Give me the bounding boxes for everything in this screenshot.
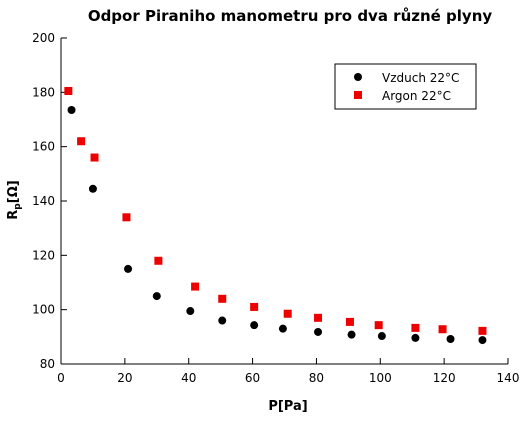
y-tick-label: 140	[32, 194, 55, 208]
vzduch-point	[152, 292, 161, 301]
y-tick-label: 160	[32, 140, 55, 154]
argon-point	[345, 317, 354, 326]
x-tick-label: 40	[181, 371, 196, 385]
vzduch-point	[250, 321, 259, 330]
argon-point	[411, 323, 420, 332]
legend-box	[334, 63, 477, 110]
argon-point	[64, 86, 73, 95]
vzduch-point	[278, 324, 287, 333]
y-axis-title: Rp[Ω]	[6, 180, 23, 219]
x-axis-title: P[Pa]	[268, 399, 307, 414]
vzduch-point	[347, 330, 356, 339]
vzduch-point	[478, 336, 487, 345]
argon-point	[283, 309, 292, 318]
x-tick-label: 120	[433, 371, 456, 385]
legend-marker-vzduch	[354, 73, 362, 81]
argon-point	[478, 326, 487, 335]
vzduch-point	[67, 105, 76, 114]
y-tick-label: 80	[40, 357, 55, 371]
y-axis-title-unit: [Ω]	[6, 180, 21, 203]
legend-label-argon: Argon 22°C	[382, 89, 451, 103]
y-tick-label: 100	[32, 303, 55, 317]
vzduch-point	[88, 184, 97, 193]
legend: Vzduch 22°C Argon 22°C	[334, 63, 477, 110]
vzduch-point	[186, 307, 195, 316]
x-tick-label: 80	[309, 371, 324, 385]
x-tick-label: 60	[245, 371, 260, 385]
argon-point	[374, 321, 383, 330]
argon-point	[154, 256, 163, 265]
x-tick-label: 20	[117, 371, 132, 385]
y-ticks: 80 100 120 140 160 180 200	[32, 31, 67, 371]
argon-point	[438, 325, 447, 334]
y-tick-label: 120	[32, 248, 55, 262]
vzduch-point	[314, 327, 323, 336]
y-axis-title-sub: p	[13, 203, 23, 210]
data-points	[64, 86, 487, 345]
vzduch-point	[446, 335, 455, 344]
y-tick-label: 180	[32, 85, 55, 99]
vzduch-point	[218, 316, 227, 325]
x-tick-label: 100	[369, 371, 392, 385]
vzduch-point	[411, 333, 420, 342]
argon-point	[90, 153, 99, 162]
y-tick-label: 200	[32, 31, 55, 45]
legend-label-vzduch: Vzduch 22°C	[382, 71, 459, 85]
argon-point	[122, 213, 131, 222]
legend-marker-argon	[354, 91, 362, 99]
argon-point	[314, 313, 323, 322]
argon-point	[191, 282, 200, 291]
vzduch-point	[377, 332, 386, 341]
x-ticks: 0 20 40 60 80 100 120 140	[57, 358, 519, 385]
y-axis-title-main: R	[6, 210, 21, 220]
argon-point	[77, 137, 86, 146]
vzduch-point	[124, 264, 133, 273]
x-tick-label: 140	[497, 371, 520, 385]
argon-point	[218, 294, 227, 303]
chart-title: Odpor Piraniho manometru pro dva různé p…	[88, 7, 493, 25]
plot-area: 0 20 40 60 80 100 120 140 80 100 120 140 160 180 200	[32, 31, 519, 385]
argon-point	[250, 302, 259, 311]
x-tick-label: 0	[57, 371, 65, 385]
